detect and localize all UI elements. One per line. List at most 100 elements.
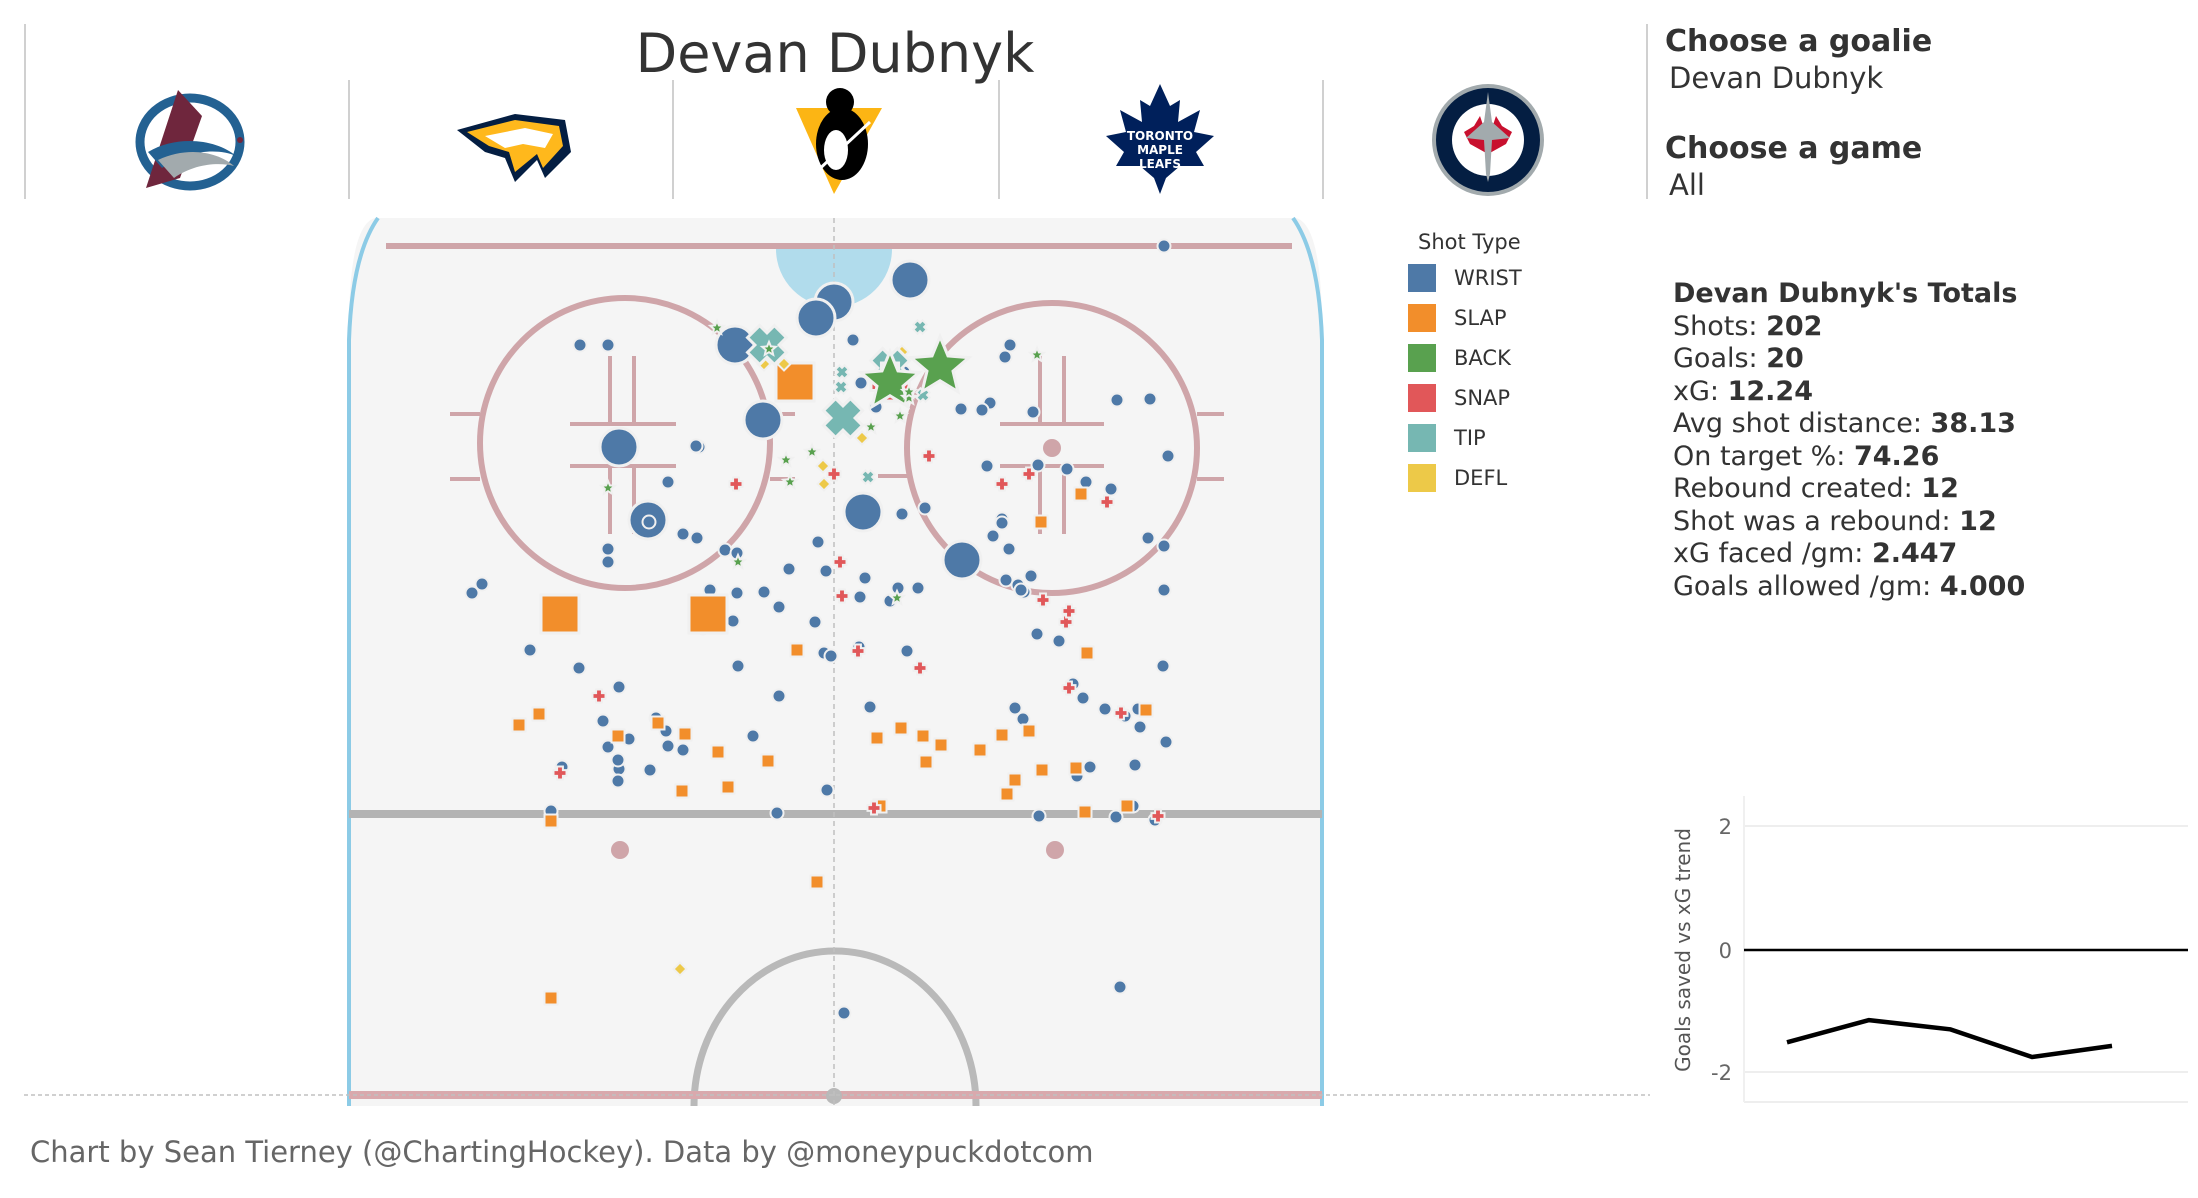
shot-marker-slap[interactable] bbox=[1034, 762, 1050, 778]
shot-marker-defl[interactable] bbox=[815, 458, 831, 474]
shot-marker-wrist[interactable] bbox=[1013, 582, 1029, 598]
shot-marker-wrist[interactable] bbox=[1030, 457, 1046, 473]
shot-marker-wrist[interactable] bbox=[771, 688, 787, 704]
shot-marker-back[interactable] bbox=[887, 588, 907, 606]
shot-marker-snap[interactable] bbox=[1150, 808, 1166, 824]
shot-marker-wrist[interactable] bbox=[823, 648, 839, 664]
legend-item-tip[interactable]: TIP bbox=[1408, 418, 1522, 458]
shot-marker-snap[interactable] bbox=[1099, 494, 1115, 510]
shot-marker-wrist[interactable] bbox=[853, 375, 869, 391]
shot-marker-wrist[interactable] bbox=[598, 426, 640, 468]
shot-marker-wrist[interactable] bbox=[675, 742, 691, 758]
shot-marker-defl[interactable] bbox=[854, 430, 870, 446]
shot-marker-slap[interactable] bbox=[915, 728, 931, 744]
shot-marker-wrist[interactable] bbox=[610, 773, 626, 789]
shot-marker-wrist[interactable] bbox=[974, 402, 990, 418]
shot-marker-wrist[interactable] bbox=[894, 506, 910, 522]
shot-marker-wrist[interactable] bbox=[1082, 759, 1098, 775]
shot-marker-wrist[interactable] bbox=[1103, 481, 1119, 497]
shot-marker-wrist[interactable] bbox=[997, 349, 1013, 365]
shot-marker-wrist[interactable] bbox=[985, 528, 1001, 544]
shot-marker-slap[interactable] bbox=[610, 728, 626, 744]
shot-marker-slap[interactable] bbox=[760, 753, 776, 769]
shot-marker-back[interactable] bbox=[598, 478, 618, 496]
legend-item-wrist[interactable]: WRIST bbox=[1408, 258, 1522, 298]
shot-marker-wrist[interactable] bbox=[756, 584, 772, 600]
shot-marker-wrist[interactable] bbox=[810, 534, 826, 550]
shot-marker-back[interactable] bbox=[728, 552, 748, 570]
team-logo-jets[interactable] bbox=[1418, 82, 1558, 198]
shot-marker-tip[interactable] bbox=[914, 386, 932, 404]
shot-marker-wrist[interactable] bbox=[1075, 690, 1091, 706]
shot-marker-wrist[interactable] bbox=[953, 401, 969, 417]
shot-marker-wrist[interactable] bbox=[1158, 734, 1174, 750]
shot-marker-snap[interactable] bbox=[1021, 466, 1037, 482]
shot-marker-slap[interactable] bbox=[710, 744, 726, 760]
shot-marker-snap[interactable] bbox=[850, 643, 866, 659]
shot-marker-wrist[interactable] bbox=[1051, 633, 1067, 649]
shot-marker-wrist[interactable] bbox=[852, 589, 868, 605]
shot-markers[interactable] bbox=[464, 238, 1176, 1021]
shot-marker-wrist[interactable] bbox=[600, 337, 616, 353]
shot-marker-snap[interactable] bbox=[591, 688, 607, 704]
shot-marker-back[interactable] bbox=[802, 442, 822, 460]
shot-marker-wrist[interactable] bbox=[474, 576, 490, 592]
shot-marker-slap[interactable] bbox=[999, 786, 1015, 802]
legend-item-snap[interactable]: SNAP bbox=[1408, 378, 1522, 418]
shot-marker-wrist[interactable] bbox=[1025, 404, 1041, 420]
shot-marker-wrist[interactable] bbox=[745, 728, 761, 744]
shot-marker-wrist[interactable] bbox=[1059, 461, 1075, 477]
shot-marker-slap[interactable] bbox=[511, 717, 527, 733]
shot-marker-slap[interactable] bbox=[531, 706, 547, 722]
trend-chart[interactable]: 2 0 -2 Goals saved vs xG trend bbox=[1650, 790, 2198, 1110]
shot-marker-wrist[interactable] bbox=[1097, 701, 1113, 717]
shot-marker-slap[interactable] bbox=[893, 720, 909, 736]
shot-marker-wrist[interactable] bbox=[660, 738, 676, 754]
shot-marker-back[interactable] bbox=[759, 339, 779, 357]
shot-marker-wrist[interactable] bbox=[1007, 700, 1023, 716]
shot-marker-wrist[interactable] bbox=[1031, 808, 1047, 824]
shot-marker-wrist[interactable] bbox=[688, 438, 704, 454]
shot-marker-back[interactable] bbox=[861, 417, 881, 435]
shot-marker-wrist[interactable] bbox=[1108, 809, 1124, 825]
shot-marker-wrist[interactable] bbox=[941, 539, 983, 581]
shot-marker-slap[interactable] bbox=[677, 726, 693, 742]
shot-marker-slap[interactable] bbox=[1007, 772, 1023, 788]
shot-marker-wrist[interactable] bbox=[769, 805, 785, 821]
shot-marker-snap[interactable] bbox=[832, 554, 848, 570]
shot-marker-wrist[interactable] bbox=[522, 642, 538, 658]
shot-marker-snap[interactable] bbox=[826, 466, 842, 482]
shot-marker-wrist[interactable] bbox=[1023, 568, 1039, 584]
shot-marker-back[interactable] bbox=[780, 472, 800, 490]
shot-marker-wrist[interactable] bbox=[1142, 391, 1158, 407]
shot-marker-wrist[interactable] bbox=[689, 530, 705, 546]
team-logo-maple-leafs[interactable]: TORONTO MAPLE LEAFS bbox=[1090, 82, 1230, 198]
shot-marker-slap[interactable] bbox=[720, 779, 736, 795]
shot-marker-wrist[interactable] bbox=[464, 585, 480, 601]
shot-marker-wrist[interactable] bbox=[818, 563, 834, 579]
team-logo-predators[interactable] bbox=[445, 82, 585, 198]
shot-marker-wrist[interactable] bbox=[795, 297, 837, 339]
legend-item-slap[interactable]: SLAP bbox=[1408, 298, 1522, 338]
shot-marker-wrist[interactable] bbox=[729, 585, 745, 601]
shot-marker-wrist[interactable] bbox=[610, 752, 626, 768]
shot-marker-wrist[interactable] bbox=[994, 515, 1010, 531]
shot-marker-wrist[interactable] bbox=[899, 643, 915, 659]
shot-marker-back[interactable] bbox=[776, 450, 796, 468]
shot-marker-wrist[interactable] bbox=[1109, 392, 1125, 408]
legend-item-defl[interactable]: DEFL bbox=[1408, 458, 1522, 498]
shot-marker-wrist[interactable] bbox=[1155, 658, 1171, 674]
team-logo-avalanche[interactable] bbox=[118, 82, 258, 198]
shot-marker-wrist[interactable] bbox=[1132, 719, 1148, 735]
shot-marker-slap[interactable] bbox=[1021, 723, 1037, 739]
shot-marker-wrist[interactable] bbox=[1156, 538, 1172, 554]
team-logo-penguins[interactable] bbox=[770, 82, 910, 198]
shot-marker-wrist[interactable] bbox=[1140, 530, 1156, 546]
shot-marker-wrist[interactable] bbox=[641, 514, 657, 530]
shot-marker-slap[interactable] bbox=[674, 783, 690, 799]
shot-marker-tip[interactable] bbox=[911, 318, 929, 336]
shot-marker-wrist[interactable] bbox=[660, 474, 676, 490]
shot-marker-slap[interactable] bbox=[1068, 760, 1084, 776]
legend-item-back[interactable]: BACK bbox=[1408, 338, 1522, 378]
goalie-select[interactable]: Devan Dubnyk bbox=[1669, 61, 1884, 95]
